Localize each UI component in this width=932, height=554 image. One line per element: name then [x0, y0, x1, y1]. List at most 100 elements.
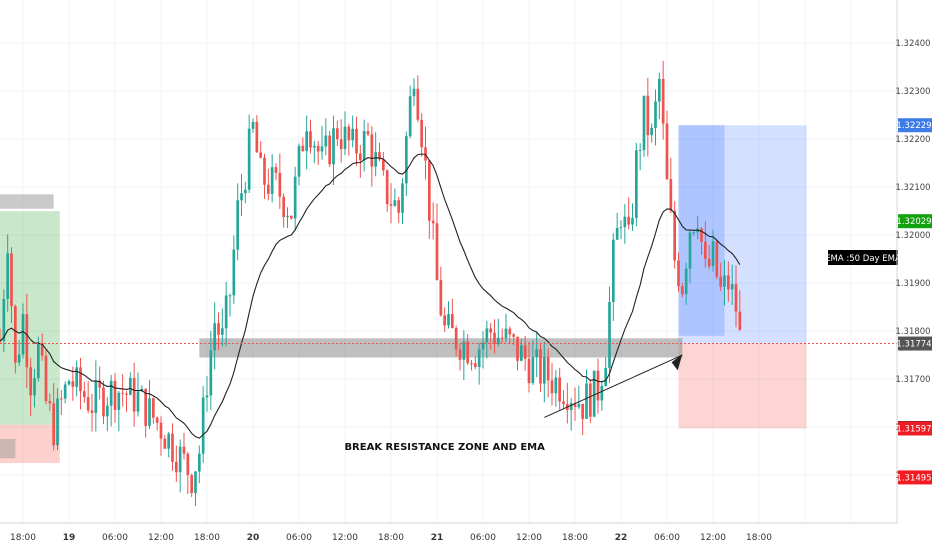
candle [263, 153, 266, 199]
x-tick-label: 12:00 [332, 533, 358, 543]
candle-body [654, 101, 657, 128]
candle [684, 262, 688, 305]
candle-body [588, 383, 592, 417]
candle-body [309, 131, 312, 148]
x-tick-label: 22 [615, 533, 628, 543]
candlesticks [0, 60, 742, 506]
candle [324, 118, 328, 156]
candle-body [82, 391, 86, 398]
candle-body [531, 357, 535, 384]
x-tick-label: 12:00 [148, 533, 174, 543]
candle-body [416, 88, 420, 120]
candle-body [293, 176, 297, 219]
candle [75, 360, 79, 397]
candle [424, 126, 427, 180]
candle-body [63, 384, 67, 399]
x-tick-label: 18:00 [562, 533, 588, 543]
candle-body [86, 397, 90, 411]
candle [688, 230, 692, 284]
ema-legend-box [828, 250, 898, 265]
ema-legend-text: EMA :50 Day EMA [825, 254, 901, 264]
long-stop-zone [678, 343, 807, 429]
x-tick-label: 12:00 [700, 533, 726, 543]
price-marker: 1.32029 [896, 214, 932, 229]
candle-body [366, 131, 370, 135]
candle-body [105, 405, 109, 417]
candle [136, 372, 140, 417]
candle-body [677, 260, 680, 287]
candle [251, 118, 255, 134]
candle [412, 78, 416, 107]
candle-body [17, 354, 21, 363]
price-marker-box [898, 118, 932, 133]
candle-body [657, 78, 661, 102]
candle [197, 445, 201, 484]
candle [240, 174, 243, 216]
candle [316, 140, 320, 166]
candle [274, 163, 278, 181]
candle [128, 372, 132, 396]
candle-body [243, 189, 247, 194]
candle-body [132, 377, 136, 412]
candle-body [389, 204, 393, 206]
candle [355, 116, 358, 166]
candle-body [197, 453, 201, 472]
candle [132, 362, 136, 427]
ema-line [0, 153, 741, 439]
candle [2, 289, 6, 353]
candle [489, 323, 493, 350]
candle [332, 115, 335, 186]
candle [523, 335, 527, 371]
candle [182, 432, 186, 460]
candle-body [266, 184, 270, 194]
candle-body [228, 295, 232, 297]
candle-body [128, 377, 132, 395]
candle [458, 343, 462, 371]
price-marker-box [898, 470, 932, 485]
candle [370, 126, 374, 187]
candle [535, 332, 539, 378]
candle [401, 178, 404, 224]
candle-body [420, 119, 424, 148]
candle-body [339, 139, 343, 150]
candle [159, 416, 163, 456]
candle-body [470, 363, 473, 365]
candle-body [174, 461, 178, 473]
candle [259, 141, 263, 159]
candle [481, 331, 485, 369]
candle-body [585, 383, 588, 419]
price-marker: 1.31597 [896, 421, 932, 436]
candle [121, 373, 125, 407]
candle [596, 358, 600, 414]
candle [577, 385, 581, 410]
candle [420, 113, 424, 157]
price-marker: 1.32229 [896, 118, 932, 133]
candle-body [508, 328, 512, 335]
candle [163, 435, 167, 449]
candle [155, 416, 159, 431]
candle [504, 313, 508, 343]
candle-body [6, 253, 10, 299]
candle-body [527, 358, 531, 384]
candle [588, 379, 592, 424]
candle [289, 215, 293, 220]
candle-body [738, 311, 742, 331]
candle-body [447, 314, 450, 326]
candle [282, 193, 286, 228]
candle-body [623, 216, 627, 228]
candle-body [408, 96, 412, 137]
y-tick-label: 1.31800 [895, 327, 930, 337]
candle-body [680, 286, 684, 295]
candle-body [600, 385, 604, 401]
candle-body [335, 128, 339, 140]
candle [730, 264, 734, 305]
candle-body [163, 438, 167, 449]
candle [328, 130, 332, 168]
candle [600, 380, 604, 411]
candle [67, 379, 71, 386]
candle-body [711, 241, 715, 267]
candle [90, 393, 94, 432]
candle [320, 125, 324, 160]
candle-body [59, 398, 63, 400]
